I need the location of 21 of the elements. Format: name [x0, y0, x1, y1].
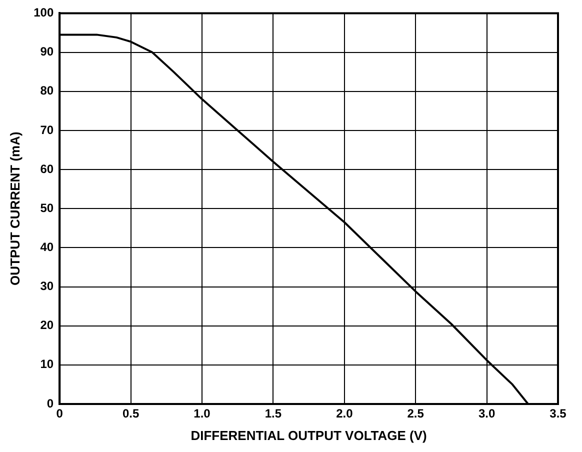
y-tick-label: 30 — [40, 279, 54, 294]
y-tick-label: 90 — [40, 44, 54, 59]
y-tick-label: 100 — [34, 6, 54, 20]
y-tick-label: 10 — [40, 357, 54, 372]
y-tick-label: 70 — [40, 122, 54, 137]
x-tick-label: 0 — [56, 406, 64, 421]
y-tick-label: 50 — [40, 200, 54, 215]
x-tick-label: 1.0 — [194, 406, 211, 421]
y-tick-label: 40 — [40, 240, 54, 254]
x-tick-label: 2.0 — [336, 406, 354, 421]
y-tick-label: 0 — [46, 396, 54, 410]
y-axis-title: OUTPUT CURRENT (mA) — [7, 132, 22, 286]
y-tick-label: 80 — [40, 84, 54, 98]
y-tick-label: 20 — [40, 318, 54, 332]
x-tick-label: 0.5 — [122, 406, 140, 421]
x-tick-label: 2.5 — [407, 406, 424, 421]
x-tick-label: 3.0 — [478, 406, 496, 421]
y-tick-label: 60 — [40, 162, 54, 176]
x-tick-label: 1.5 — [264, 406, 282, 421]
x-axis-title: DIFFERENTIAL OUTPUT VOLTAGE (V) — [190, 428, 427, 443]
x-tick-label: 3.5 — [550, 406, 567, 421]
